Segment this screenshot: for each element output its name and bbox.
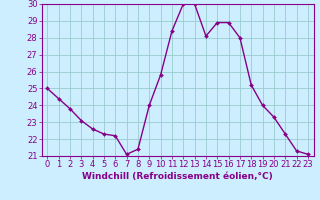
X-axis label: Windchill (Refroidissement éolien,°C): Windchill (Refroidissement éolien,°C) (82, 172, 273, 181)
